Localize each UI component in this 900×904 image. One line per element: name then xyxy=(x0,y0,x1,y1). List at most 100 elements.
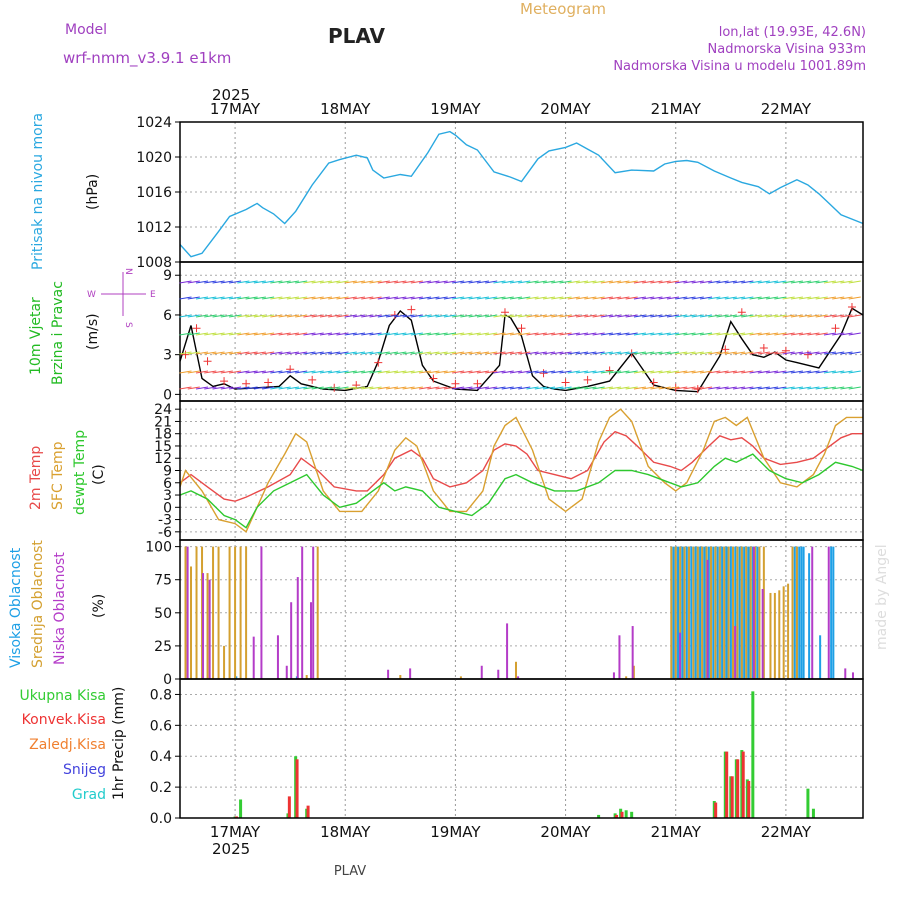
precip_conv-bar xyxy=(730,776,734,818)
wind-arrow xyxy=(262,314,275,318)
cloud_mid-bar xyxy=(674,546,677,679)
cloud-unit: (%) xyxy=(91,594,107,618)
precip_conv-bar xyxy=(306,805,310,818)
precip_total-bar xyxy=(751,691,755,818)
wind-arrow xyxy=(377,351,390,355)
wind-arrow xyxy=(807,314,820,318)
wind-arrow xyxy=(526,351,539,355)
wind-arrow xyxy=(361,296,374,300)
wind-arrow xyxy=(749,314,762,318)
wind-arrow xyxy=(741,332,754,336)
wind-arrow xyxy=(328,351,341,355)
cloud_mid-bar xyxy=(718,546,721,679)
wind-arrow xyxy=(757,351,770,355)
wind-arrow xyxy=(303,296,316,300)
wind-arrow xyxy=(815,351,828,355)
wind-arrow xyxy=(319,370,333,374)
wind-arrow xyxy=(724,332,737,336)
wind-arrow xyxy=(460,296,473,300)
wind-arrow xyxy=(228,351,242,355)
wind-arrow xyxy=(369,296,382,300)
wind-arrow xyxy=(749,386,762,390)
wind-arrow xyxy=(195,314,209,318)
cloud_mid-bar xyxy=(754,546,757,679)
wind-arrow xyxy=(493,386,506,390)
x-label-bottom: 22MAY xyxy=(761,823,812,841)
wind-arrow xyxy=(377,314,390,318)
wind-arrow xyxy=(402,314,415,318)
wind-arrow xyxy=(245,332,258,336)
wind-arrow xyxy=(270,280,283,284)
y-tick-label: 1008 xyxy=(136,255,172,271)
legend-hail: Grad xyxy=(72,787,106,803)
wind-arrow xyxy=(766,370,779,374)
wind-arrow xyxy=(675,296,688,300)
wind-arrow xyxy=(328,386,341,390)
wind-arrow xyxy=(716,296,729,300)
wind-arrow xyxy=(840,370,853,374)
y-tick-label: 100 xyxy=(145,540,172,556)
cloud_low-bar xyxy=(409,668,412,679)
wind-arrow xyxy=(600,280,613,284)
wind-arrow xyxy=(303,332,316,336)
wind-arrow xyxy=(625,351,638,355)
wind-arrow xyxy=(394,314,407,318)
legend-snow: Snijeg xyxy=(63,762,106,778)
wind-arrow xyxy=(394,296,407,300)
wind-arrow xyxy=(790,370,803,374)
cloud_mid-bar xyxy=(778,590,781,679)
wind-arrow xyxy=(270,386,283,390)
wind-arrow xyxy=(419,314,432,318)
wind-arrow xyxy=(187,370,200,374)
wind-arrow xyxy=(204,386,217,390)
wind-arrow xyxy=(799,386,812,390)
wind-arrow xyxy=(228,280,242,284)
wind-arrows xyxy=(179,280,861,390)
gust-marker xyxy=(352,381,361,390)
y-tick-label: 3 xyxy=(163,488,172,504)
wind-arrow xyxy=(542,351,556,355)
wind-arrow xyxy=(732,314,746,318)
cloud_mid-bar xyxy=(782,586,785,679)
wind-arrow xyxy=(534,332,547,336)
wind-arrow xyxy=(832,314,845,318)
wind-arrow xyxy=(311,314,324,318)
wind-arrow xyxy=(708,370,721,374)
gust-marker xyxy=(407,305,416,314)
wind-arrow xyxy=(179,314,192,318)
wind-arrow xyxy=(385,386,399,390)
cloud_low-bar xyxy=(631,626,634,679)
wind-arrow xyxy=(212,296,225,300)
wind-arrow xyxy=(683,332,696,336)
wind-arrow xyxy=(807,280,820,284)
wind-arrow xyxy=(592,296,605,300)
wind-arrow xyxy=(410,351,423,355)
wind-arrow xyxy=(518,351,531,355)
cloud_low-bar xyxy=(260,546,263,679)
cloud_mid-bar xyxy=(795,546,798,679)
cloud_mid-bar xyxy=(714,546,717,679)
legend-convective: Konvek.Kisa xyxy=(22,712,106,728)
y-tick-label: 1012 xyxy=(136,220,172,236)
wind-arrow xyxy=(625,386,638,390)
wind-arrow xyxy=(782,351,795,355)
wind-arrow xyxy=(410,332,423,336)
wind-arrow xyxy=(195,280,209,284)
x-label-bottom: 19MAY xyxy=(430,823,481,841)
wind-arrow xyxy=(452,314,465,318)
wind-arrow xyxy=(782,332,795,336)
wind-arrow xyxy=(286,370,300,374)
gust-marker xyxy=(649,378,658,387)
wind-arrow xyxy=(823,280,837,284)
wind-arrow xyxy=(385,351,399,355)
wind-arrow xyxy=(575,351,589,355)
wind-arrow xyxy=(204,332,217,336)
gust-marker xyxy=(561,378,570,387)
wind-arrow xyxy=(485,332,498,336)
wind-arrow xyxy=(245,296,258,300)
wind-arrow xyxy=(617,280,630,284)
wind-arrow xyxy=(212,332,225,336)
wind-arrow xyxy=(253,314,266,318)
wind-arrow xyxy=(476,370,490,374)
wind-arrow xyxy=(584,314,597,318)
